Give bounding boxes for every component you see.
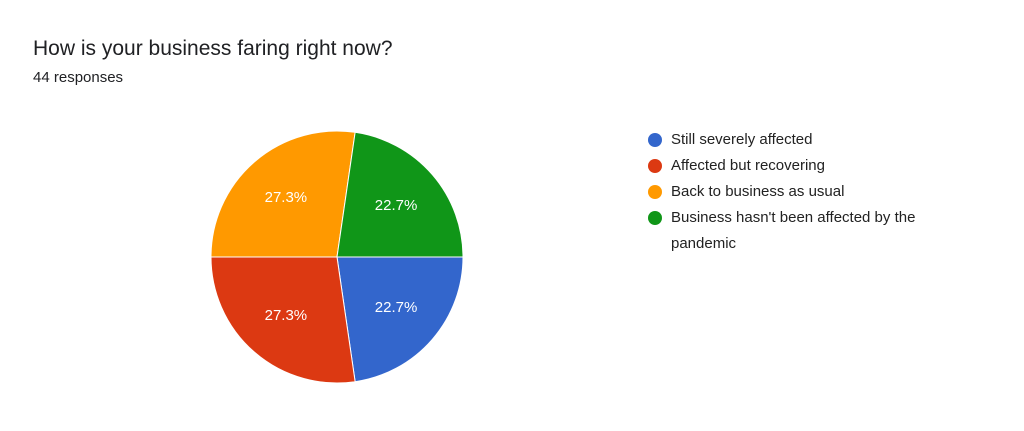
legend-label: Still severely affected <box>671 131 813 148</box>
legend-swatch <box>648 211 662 225</box>
legend-swatch <box>648 133 662 147</box>
pie-slice <box>336 256 464 383</box>
legend-label: Affected but recovering <box>671 157 825 174</box>
slice-label: 27.3% <box>265 189 308 206</box>
legend-item: Business hasn't been affected by the pan… <box>648 205 958 257</box>
slice-label: 22.7% <box>375 299 418 316</box>
legend-item: Back to business as usual <box>648 179 958 205</box>
legend-label: Business hasn't been affected by the pan… <box>671 209 916 252</box>
chart-title: How is your business faring right now? <box>33 37 393 60</box>
chart-subtitle: 44 responses <box>33 69 124 86</box>
slice-label: 22.7% <box>375 197 418 214</box>
legend-swatch <box>648 159 662 173</box>
legend-item: Affected but recovering <box>648 153 958 179</box>
slice-label: 27.3% <box>265 307 308 324</box>
pie-slice <box>210 130 356 258</box>
legend-label: Back to business as usual <box>671 183 845 200</box>
legend-item: Still severely affected <box>648 127 958 153</box>
legend-swatch <box>648 185 662 199</box>
pie-slice <box>336 131 464 258</box>
pie-slice <box>210 256 356 384</box>
legend: Still severely affected Affected but reco… <box>648 127 958 257</box>
